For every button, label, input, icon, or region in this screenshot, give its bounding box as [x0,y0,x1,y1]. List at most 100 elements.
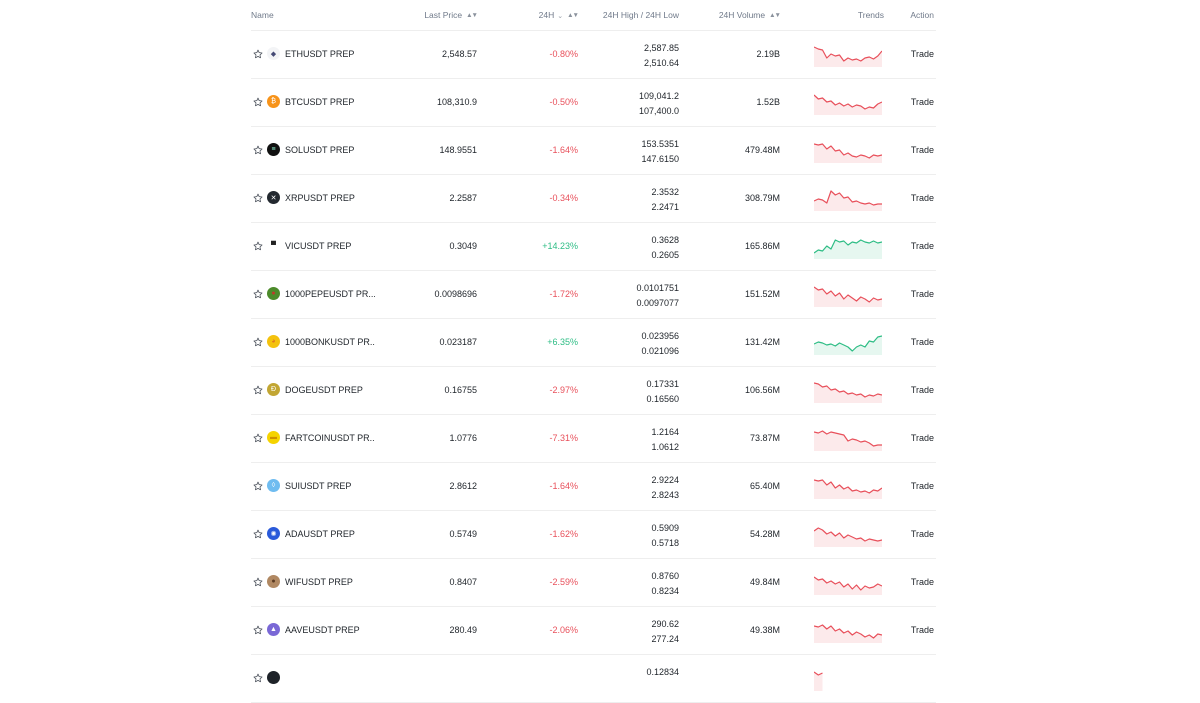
trade-button[interactable]: Trade [910,337,934,347]
favorite-star-icon[interactable] [253,145,263,155]
trade-button[interactable]: Trade [910,241,934,251]
change-percent: -1.64% [549,145,578,155]
table-row[interactable]: ● 1000PEPEUSDT PR... 0.0098696 -1.72% 0.… [251,271,936,319]
dogecoin-icon: Ð [267,383,280,396]
trade-button[interactable]: Trade [910,289,934,299]
trend-sparkline [814,94,882,115]
sparkline-area [814,240,882,259]
favorite-star-icon[interactable] [253,193,263,203]
vic-icon: ▀ [267,239,280,252]
sparkline-line [814,94,882,110]
high-value: 1.2164 [651,427,679,437]
volume: 54.28M [749,529,780,539]
high-value: 0.3628 [651,235,679,245]
favorite-star-icon[interactable] [253,481,263,491]
symbol-link[interactable]: WIFUSDT PREP [285,577,353,587]
table-row[interactable]: ◕ 1000BONKUSDT PR... 0.023187 +6.35% 0.0… [251,319,936,367]
volume: 1.52B [756,97,780,107]
table-row[interactable]: ✺ ADAUSDT PREP 0.5749 -1.62% 0.5909 0.571… [251,511,936,559]
table-row[interactable]: ₿ BTCUSDT PREP 108,310.9 -0.50% 109,041.… [251,79,936,127]
favorite-star-icon[interactable] [253,337,263,347]
sparkline-area [814,191,882,211]
table-row[interactable]: Ð DOGEUSDT PREP 0.16755 -2.97% 0.17331 0.… [251,367,936,415]
low-value: 0.8234 [651,586,679,596]
sparkline-area [814,336,882,355]
trade-button[interactable]: Trade [910,433,934,443]
table-row[interactable]: ◊ SUIUSDT PREP 2.8612 -1.64% 2.9224 2.824… [251,463,936,511]
high-low-values: 0.8760 0.8234 [651,569,679,599]
symbol-link[interactable]: BTCUSDT PREP [285,97,355,107]
table-row[interactable]: ● WIFUSDT PREP 0.8407 -2.59% 0.8760 0.823… [251,559,936,607]
change-column-header[interactable]: 24H ⌄ ▲▼ [538,10,579,20]
table-row[interactable]: ● 0.12834 [251,655,936,703]
sparkline-line [814,479,882,494]
symbol-link[interactable]: SUIUSDT PREP [285,481,352,491]
chevron-down-icon[interactable]: ⌄ [557,13,564,20]
volume: 49.38M [749,625,780,635]
name-column-header[interactable]: Name [251,10,274,20]
change-percent: +6.35% [547,337,578,347]
trade-button[interactable]: Trade [910,49,934,59]
last-price: 280.49 [449,625,477,635]
trade-button[interactable]: Trade [910,625,934,635]
trade-button[interactable]: Trade [910,385,934,395]
table-row[interactable]: ▀ VICUSDT PREP 0.3049 +14.23% 0.3628 0.26… [251,223,936,271]
volume-column-header[interactable]: 24H Volume ▲▼ [718,10,781,20]
table-row[interactable]: ▲ AAVEUSDT PREP 280.49 -2.06% 290.62 277.… [251,607,936,655]
low-value: 2.8243 [651,490,679,500]
trade-button[interactable]: Trade [910,145,934,155]
high-low-values: 2,587.85 2,510.64 [644,41,679,71]
symbol-link[interactable]: ETHUSDT PREP [285,49,355,59]
trade-button[interactable]: Trade [910,481,934,491]
favorite-star-icon[interactable] [253,49,263,59]
symbol-link[interactable]: FARTCOINUSDT PR... [285,433,375,443]
symbol-link[interactable]: AAVEUSDT PREP [285,625,360,635]
symbol-link[interactable]: 1000BONKUSDT PR... [285,337,375,347]
symbol-link[interactable]: VICUSDT PREP [285,241,352,251]
symbol-link[interactable]: ADAUSDT PREP [285,529,355,539]
table-row[interactable]: ▬ FARTCOINUSDT PR... 1.0776 -7.31% 1.216… [251,415,936,463]
favorite-star-icon[interactable] [253,625,263,635]
high-value: 2,587.85 [643,43,679,53]
table-row[interactable]: ≡ SOLUSDT PREP 148.9551 -1.64% 153.5351 1… [251,127,936,175]
trend-sparkline [814,286,882,307]
bonk-icon: ◕ [267,335,280,348]
trend-sparkline [814,671,823,691]
symbol-link[interactable]: 1000PEPEUSDT PR... [285,289,375,299]
sparkline-line [814,527,882,542]
trend-sparkline [814,527,882,547]
favorite-star-icon[interactable] [253,529,263,539]
sort-icon[interactable]: ▲▼ [567,12,579,19]
trend-sparkline [814,624,882,643]
high-value: 0.0101751 [636,283,679,293]
table-row[interactable]: ✕ XRPUSDT PREP 2.2587 -0.34% 2.3532 2.247… [251,175,936,223]
favorite-star-icon[interactable] [253,289,263,299]
high-value: 0.17331 [646,379,679,389]
sparkline-area [814,383,882,403]
bitcoin-icon: ₿ [267,95,280,108]
sparkline-line [814,239,882,254]
trade-button[interactable]: Trade [910,193,934,203]
trend-sparkline [814,143,882,163]
favorite-star-icon[interactable] [253,433,263,443]
favorite-star-icon[interactable] [253,385,263,395]
favorite-star-icon[interactable] [253,577,263,587]
favorite-star-icon[interactable] [253,97,263,107]
trade-button[interactable]: Trade [910,97,934,107]
volume: 49.84M [749,577,780,587]
trends-column-header: Trends [857,10,884,20]
favorite-star-icon[interactable] [253,241,263,251]
sort-icon[interactable]: ▲▼ [769,12,781,19]
symbol-link[interactable]: SOLUSDT PREP [285,145,355,155]
symbol-link[interactable]: DOGEUSDT PREP [285,385,363,395]
table-row[interactable]: ◆ ETHUSDT PREP 2,548.57 -0.80% 2,587.85 2… [251,31,936,79]
last-price-column-header[interactable]: Last Price ▲▼ [424,10,478,20]
trade-button[interactable]: Trade [910,577,934,587]
low-value: 2,510.64 [643,58,679,68]
high-value: 290.62 [651,619,679,629]
fartcoin-icon: ▬ [267,431,280,444]
symbol-link[interactable]: XRPUSDT PREP [285,193,355,203]
trade-button[interactable]: Trade [910,529,934,539]
high-low-values: 1.2164 1.0612 [651,425,679,455]
sort-icon[interactable]: ▲▼ [466,12,478,19]
